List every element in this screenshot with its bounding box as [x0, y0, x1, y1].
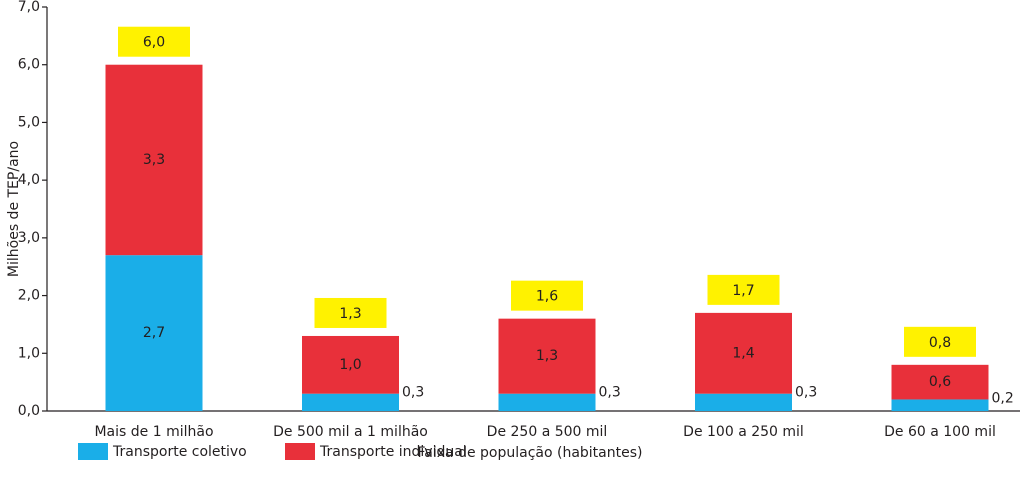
value-label: 0,3	[402, 385, 424, 401]
total-label-box	[707, 274, 780, 305]
value-label: 1,4	[732, 345, 754, 361]
y-tick-label: 4,0	[18, 172, 40, 188]
y-tick-label: 0,0	[18, 403, 40, 419]
legend-swatch	[78, 443, 108, 460]
total-label: 1,3	[339, 306, 361, 322]
x-axis-label: Faixa de população (habitantes)	[418, 445, 643, 461]
bar-segment	[891, 399, 989, 411]
x-tick-label: De 500 mil a 1 milhão	[273, 424, 428, 440]
value-label: 1,3	[536, 348, 558, 364]
total-label: 1,7	[732, 283, 754, 299]
bar-segment	[302, 335, 399, 394]
bar-segment	[891, 364, 989, 400]
value-label: 0,6	[929, 374, 951, 390]
x-tick-label: Mais de 1 milhão	[94, 424, 213, 440]
y-tick-label: 2,0	[18, 288, 40, 304]
bar-segment	[498, 318, 596, 394]
total-label: 6,0	[143, 35, 165, 51]
value-label: 2,7	[143, 325, 165, 341]
y-tick-label: 5,0	[18, 114, 40, 130]
y-axis-label: Milhões de TEP/ano	[6, 141, 22, 277]
value-label: 0,2	[992, 390, 1014, 406]
bar-segment	[695, 393, 792, 411]
total-label-box	[118, 26, 190, 57]
y-tick-label: 7,0	[18, 0, 40, 15]
total-label-box	[904, 326, 976, 357]
y-tick-label: 3,0	[18, 230, 40, 246]
x-tick-label: De 250 a 500 mil	[487, 424, 608, 440]
bar-segment	[105, 255, 203, 411]
total-label: 1,6	[536, 289, 558, 305]
legend-label: Transporte individual	[319, 444, 467, 460]
value-label: 1,0	[339, 357, 361, 373]
bar-segment	[498, 393, 596, 411]
bar-segment	[105, 64, 203, 256]
y-tick-label: 6,0	[18, 57, 40, 73]
total-label: 0,8	[929, 335, 951, 351]
x-tick-label: De 100 a 250 mil	[683, 424, 804, 440]
x-tick-label: De 60 a 100 mil	[884, 424, 996, 440]
bar-segment	[695, 312, 792, 394]
value-label: 0,3	[795, 385, 817, 401]
legend-swatch	[285, 443, 315, 460]
legend-label: Transporte coletivo	[112, 444, 247, 460]
bar-segment	[302, 393, 399, 411]
total-label-box	[511, 280, 583, 311]
y-tick-label: 1,0	[18, 345, 40, 361]
value-label: 3,3	[143, 152, 165, 168]
total-label-box	[314, 297, 387, 328]
value-label: 0,3	[599, 385, 621, 401]
